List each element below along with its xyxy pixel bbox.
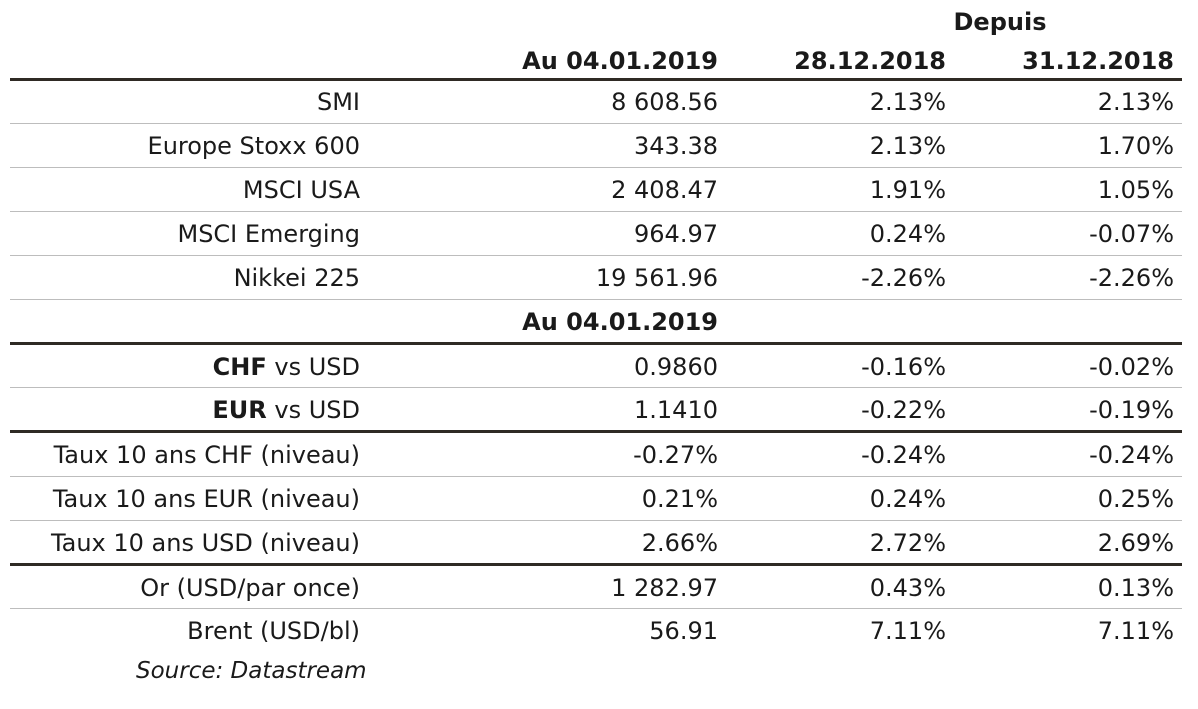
row-label: Taux 10 ans CHF (niveau) [53,441,360,469]
subheader-row: Au 04.01.2019 [10,300,1182,344]
row-divider [10,520,1182,521]
row-since1: -0.24% [861,441,946,469]
row-label: MSCI Emerging [177,220,360,248]
row-since2: 0.13% [1097,574,1174,602]
header-depuis: Depuis [953,8,1047,36]
row-value: 56.91 [649,617,718,645]
row-since2: 7.11% [1097,617,1174,645]
row-label: SMI [316,88,360,116]
row-value: 0.21% [641,485,718,513]
table-row: Nikkei 225 19 561.96 -2.26% -2.26% [10,256,1182,300]
row-since1: -0.16% [861,353,946,381]
row-label: Brent (USD/bl) [187,617,360,645]
table-row: Taux 10 ans CHF (niveau) -0.27% -0.24% -… [10,433,1182,477]
table-row: Europe Stoxx 600 343.38 2.13% 1.70% [10,124,1182,168]
row-since1: 2.13% [869,88,946,116]
subheader-rule [10,342,1182,345]
row-since2: -0.07% [1089,220,1174,248]
row-since2: 0.25% [1097,485,1174,513]
table-row: EUR vs USD 1.1410 -0.22% -0.19% [10,388,1182,432]
row-since1: 0.24% [869,220,946,248]
row-since1: 0.24% [869,485,946,513]
source-note: Source: Datastream [136,658,367,684]
row-since2: -0.19% [1089,396,1174,424]
table-row: MSCI USA 2 408.47 1.91% 1.05% [10,168,1182,212]
row-value: 19 561.96 [595,264,718,292]
row-since1: 1.91% [869,176,946,204]
row-divider [10,476,1182,477]
row-since2: 1.70% [1097,132,1174,160]
row-divider [10,608,1182,609]
row-since2: 2.13% [1097,88,1174,116]
table-row: Taux 10 ans EUR (niveau) 0.21% 0.24% 0.2… [10,477,1182,521]
row-value: 1.1410 [634,396,718,424]
currency-code: CHF [212,353,267,381]
row-label: EUR vs USD [0,388,360,432]
header-col-since2: 31.12.2018 [1022,47,1174,75]
row-since1: 0.43% [869,574,946,602]
row-label: CHF vs USD [0,345,360,389]
subheader-date: Au 04.01.2019 [522,308,718,336]
row-since1: 2.72% [869,529,946,557]
table-row: MSCI Emerging 964.97 0.24% -0.07% [10,212,1182,256]
row-label: Nikkei 225 [233,264,360,292]
row-since1: 2.13% [869,132,946,160]
row-label: Or (USD/par once) [140,574,360,602]
row-divider [10,123,1182,124]
table-row: SMI 8 608.56 2.13% 2.13% [10,80,1182,124]
row-value: 2.66% [641,529,718,557]
row-since1: -2.26% [861,264,946,292]
section-rule [10,563,1182,566]
row-value: 2 408.47 [611,176,718,204]
row-value: 343.38 [634,132,718,160]
row-value: 964.97 [634,220,718,248]
table-row: Or (USD/par once) 1 282.97 0.43% 0.13% [10,566,1182,610]
currency-pair-rest: vs USD [266,396,360,424]
row-divider [10,255,1182,256]
row-value: 1 282.97 [611,574,718,602]
row-label: Taux 10 ans EUR (niveau) [52,485,360,513]
table-row: CHF vs USD 0.9860 -0.16% -0.02% [10,345,1182,389]
row-label: Taux 10 ans USD (niveau) [50,529,360,557]
row-label: Europe Stoxx 600 [147,132,360,160]
table-row: Taux 10 ans USD (niveau) 2.66% 2.72% 2.6… [10,521,1182,565]
row-divider [10,167,1182,168]
row-since1: 7.11% [869,617,946,645]
row-since2: 2.69% [1097,529,1174,557]
row-value: 8 608.56 [611,88,718,116]
currency-code: EUR [212,396,267,424]
row-label: MSCI USA [242,176,360,204]
row-since2: 1.05% [1097,176,1174,204]
header-col-date: Au 04.01.2019 [522,47,718,75]
table-row: Brent (USD/bl) 56.91 7.11% 7.11% [10,609,1182,653]
row-value: 0.9860 [634,353,718,381]
row-since2: -2.26% [1089,264,1174,292]
header-col-since1: 28.12.2018 [794,47,946,75]
row-since2: -0.02% [1089,353,1174,381]
header-rule [10,78,1182,81]
row-since2: -0.24% [1089,441,1174,469]
row-divider [10,387,1182,388]
row-value: -0.27% [633,441,718,469]
currency-pair-rest: vs USD [266,353,360,381]
row-since1: -0.22% [861,396,946,424]
row-divider [10,299,1182,300]
section-rule [10,430,1182,433]
row-divider [10,211,1182,212]
